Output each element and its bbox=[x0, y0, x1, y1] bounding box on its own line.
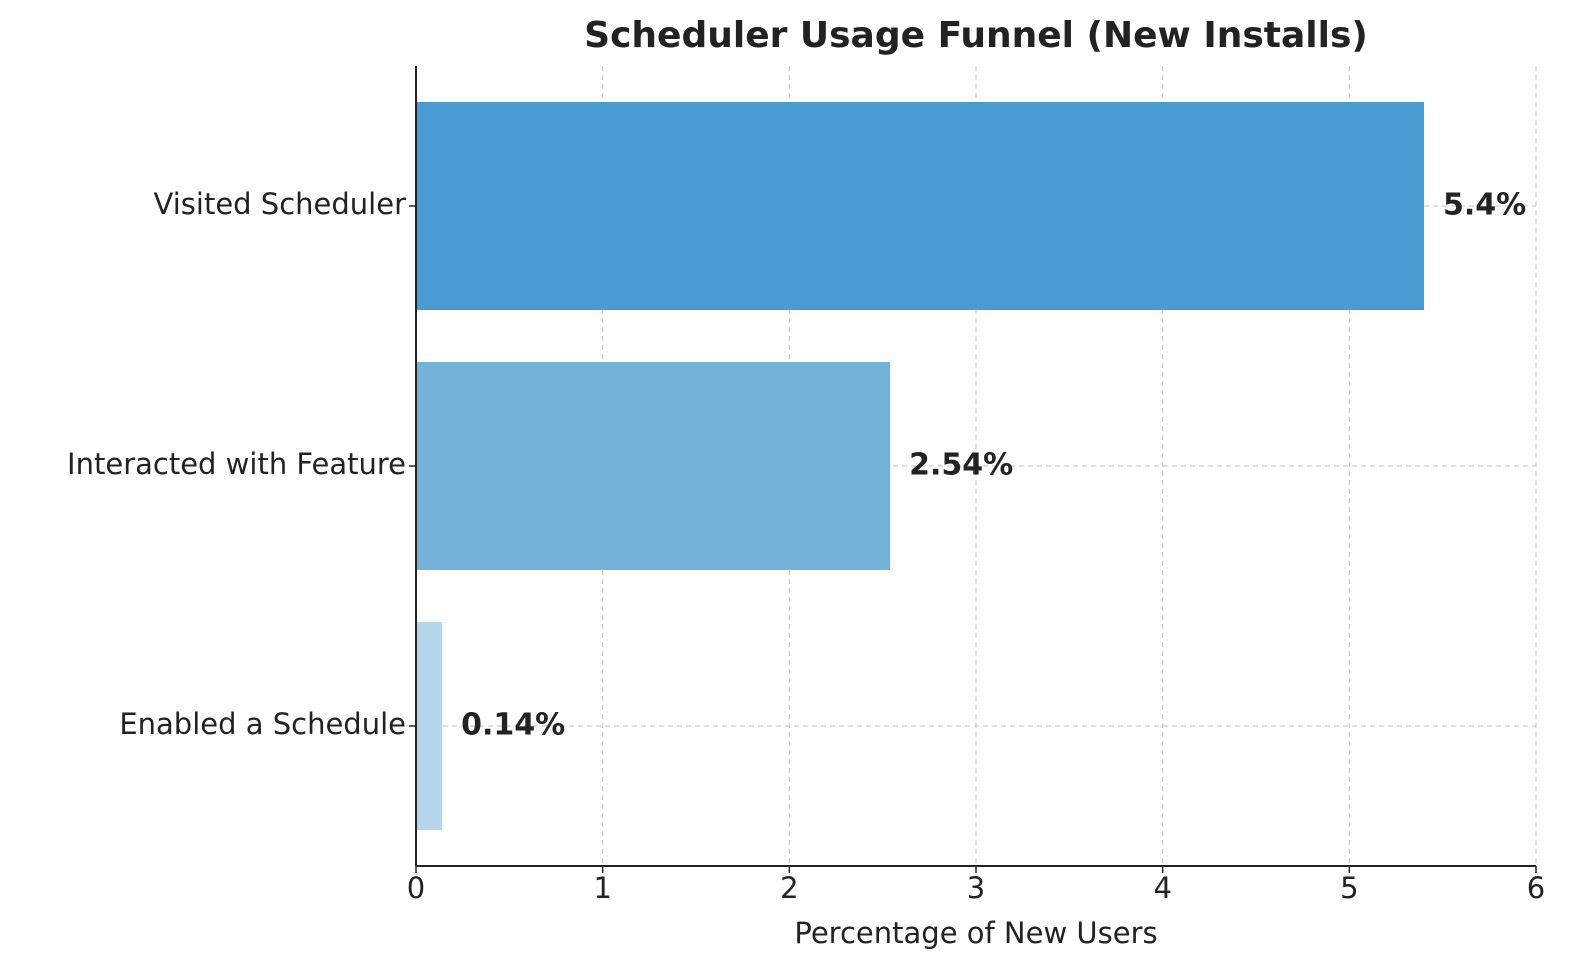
value-label: 2.54% bbox=[909, 448, 1013, 483]
y-tick-label: Visited Scheduler bbox=[154, 187, 407, 221]
x-tick-label: 1 bbox=[593, 871, 611, 905]
bar bbox=[416, 102, 1424, 310]
value-label: 5.4% bbox=[1443, 188, 1526, 223]
x-tick-label: 5 bbox=[1340, 871, 1358, 905]
x-tick-label: 4 bbox=[1153, 871, 1171, 905]
value-label: 0.14% bbox=[461, 708, 565, 743]
chart-title: Scheduler Usage Funnel (New Installs) bbox=[584, 15, 1368, 56]
x-axis-label: Percentage of New Users bbox=[794, 916, 1157, 950]
y-tick-label: Interacted with Feature bbox=[67, 447, 406, 481]
bar bbox=[416, 622, 443, 830]
bar bbox=[416, 362, 891, 570]
x-tick-label: 6 bbox=[1527, 871, 1545, 905]
x-tick-label: 0 bbox=[407, 871, 425, 905]
x-tick-label: 2 bbox=[780, 871, 798, 905]
x-tick-label: 3 bbox=[967, 871, 985, 905]
y-tick-label: Enabled a Schedule bbox=[119, 707, 406, 741]
